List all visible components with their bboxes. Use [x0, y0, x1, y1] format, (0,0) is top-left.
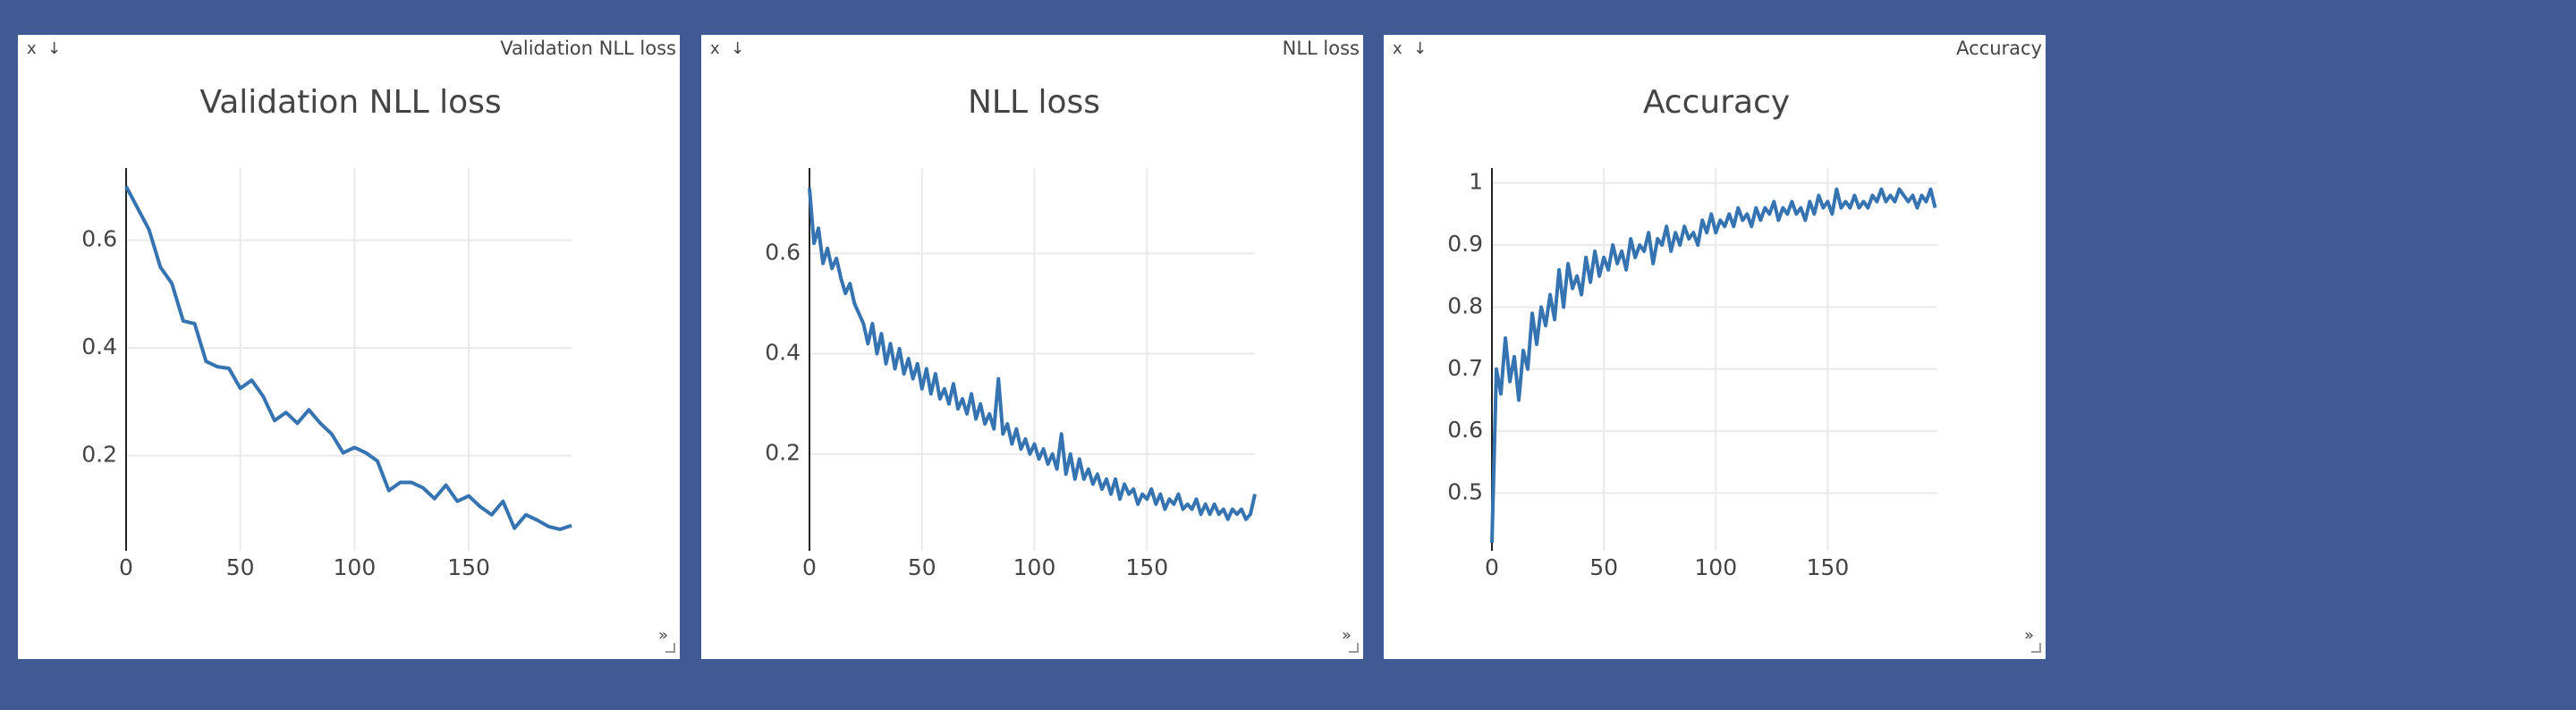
window-title: Accuracy: [1956, 38, 2042, 59]
data-line: [1490, 187, 1937, 544]
y-tick-label: 0.5: [1447, 478, 1483, 504]
resize-corner: [665, 643, 675, 653]
close-button[interactable]: x: [710, 39, 720, 58]
download-button[interactable]: ↓: [1413, 39, 1427, 58]
plot-window: x ↓ NLL loss » NLL loss 0 50 100 150 0.2 0.4 0.6: [700, 35, 1363, 659]
x-tick-label: 50: [907, 554, 936, 580]
close-button[interactable]: x: [1393, 39, 1402, 58]
y-tick-label: 0.9: [1447, 231, 1483, 257]
resize-handle[interactable]: »: [1342, 626, 1352, 645]
chart: x ↓ Accuracy » Accuracy 0 50 100 150 0.5 0.6 0.7 0.8…: [1393, 38, 2042, 653]
chart: x ↓ NLL loss » NLL loss 0 50 100 150 0.2 0.4 0.6: [710, 38, 1360, 653]
y-tick-label: 0.4: [81, 334, 117, 359]
chart-title: NLL loss: [967, 84, 1099, 121]
x-tick-label: 100: [1013, 554, 1055, 580]
x-tick-label: 150: [1125, 554, 1168, 580]
x-tick-label: 0: [1485, 554, 1499, 580]
y-tick-label: 0.2: [765, 440, 801, 466]
window-title: NLL loss: [1282, 38, 1359, 59]
close-button[interactable]: x: [27, 39, 37, 58]
resize-handle[interactable]: »: [658, 626, 668, 645]
x-tick-label: 50: [226, 554, 255, 580]
data-line: [124, 185, 572, 531]
x-tick-label: 150: [1807, 554, 1850, 580]
y-tick-label: 0.2: [81, 441, 117, 467]
x-tick-label: 100: [334, 554, 377, 580]
y-tick-label: 1: [1469, 169, 1483, 195]
window-title: Validation NLL loss: [500, 38, 676, 59]
y-tick-label: 0.4: [765, 340, 801, 366]
resize-handle[interactable]: »: [2024, 626, 2034, 645]
x-tick-label: 0: [119, 554, 133, 580]
resize-corner: [1348, 643, 1359, 653]
chart-title: Validation NLL loss: [199, 84, 501, 121]
y-tick-label: 0.6: [81, 226, 117, 252]
x-tick-label: 50: [1589, 554, 1618, 580]
plot-window: x ↓ Validation NLL loss » Validation NLL los…: [18, 35, 680, 659]
download-button[interactable]: ↓: [47, 39, 61, 58]
y-tick-label: 0.6: [1447, 417, 1483, 443]
x-tick-label: 0: [802, 554, 817, 580]
download-button[interactable]: ↓: [731, 39, 744, 58]
chart-title: Accuracy: [1643, 84, 1790, 121]
data-line: [807, 188, 1257, 521]
resize-corner: [2031, 643, 2041, 653]
y-tick-label: 0.8: [1447, 292, 1483, 318]
plot-window: x ↓ Accuracy » Accuracy 0 50 100 150 0.5 0.6 0.7 0.8…: [1384, 35, 2046, 659]
y-tick-label: 0.7: [1447, 355, 1483, 381]
chart: x ↓ Validation NLL loss » Validation NLL los…: [27, 38, 676, 653]
x-tick-label: 150: [447, 554, 490, 580]
x-tick-label: 100: [1694, 554, 1737, 580]
y-tick-label: 0.6: [765, 239, 801, 265]
